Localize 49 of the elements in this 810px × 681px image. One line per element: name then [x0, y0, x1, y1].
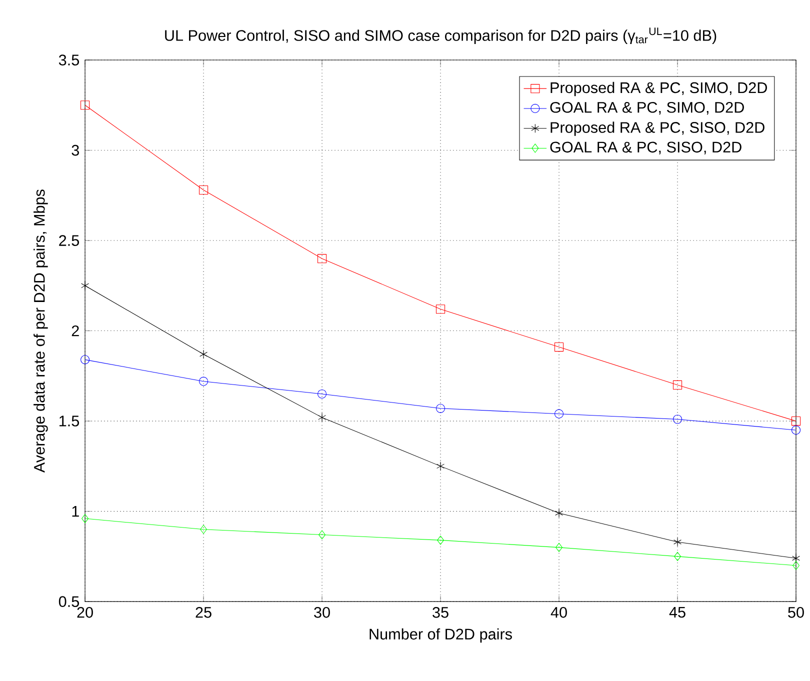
x-axis-title: Number of D2D pairs [370, 628, 512, 643]
point [80, 355, 90, 364]
point [791, 426, 801, 435]
legend-label: GOAL RA & PC, SIMO, D2D [550, 102, 744, 115]
chart-title: UL Power Control, SISO and SIMO case comparison for D2D pairs (γ$_{tar}$$^{UL}$=10 dB) [165, 28, 716, 44]
y-tick-label: 1 [72, 506, 79, 517]
x-tick-label: 35 [432, 607, 448, 618]
point [554, 342, 564, 352]
point [318, 413, 326, 422]
y-tick-label: 0.5 [58, 596, 80, 608]
y-tick-label: 3 [72, 145, 79, 156]
legend-label: Proposed RA & PC, SIMO, D2D [550, 82, 767, 96]
point [556, 543, 562, 552]
point [317, 254, 327, 264]
point [198, 376, 208, 386]
x-tick-label: 50 [788, 607, 804, 618]
y-tick-label: 1.5 [60, 416, 80, 427]
point [80, 100, 90, 110]
point [82, 514, 89, 524]
point [555, 508, 563, 518]
y-axis-title: Average data rate of per D2D pairs, Mbps [34, 190, 48, 473]
point [674, 552, 681, 562]
x-tick-label: 45 [669, 607, 686, 618]
y-tick-label: 2.5 [59, 235, 80, 246]
legend-label: GOAL RA & PC, SISO, D2D [550, 142, 742, 155]
point [792, 554, 800, 563]
x-tick-label: 25 [196, 607, 212, 618]
point [437, 536, 444, 545]
point [672, 414, 682, 424]
legend-label: Proposed RA & PC, SISO, D2D [550, 122, 764, 136]
point [198, 186, 208, 195]
point [554, 409, 564, 419]
x-tick-label: 20 [77, 607, 93, 618]
point [436, 404, 446, 414]
x-tick-label: 40 [550, 607, 567, 618]
point [81, 281, 90, 290]
point [792, 561, 800, 570]
point [317, 390, 327, 399]
point [674, 538, 682, 547]
y-tick-label: 3.5 [58, 54, 80, 66]
y-tick-label: 2 [72, 326, 79, 336]
point [791, 416, 801, 426]
x-tick-label: 30 [314, 607, 330, 618]
point [200, 525, 207, 534]
point [672, 380, 682, 390]
point [318, 530, 326, 540]
point [436, 304, 446, 314]
point [200, 350, 208, 359]
point [436, 462, 444, 471]
